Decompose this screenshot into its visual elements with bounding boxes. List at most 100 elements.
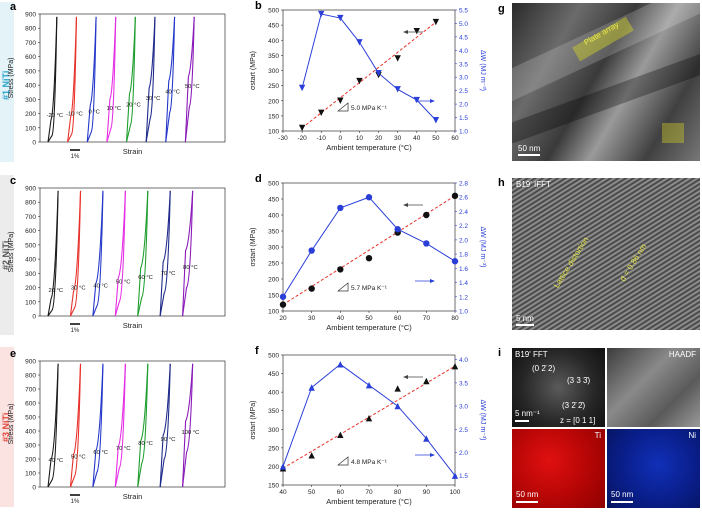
energy-point-b-6	[413, 96, 420, 104]
yr-tick-label-d-1.2: 1.2	[459, 294, 468, 301]
yr-tick-label-f-3.5: 3.5	[459, 380, 468, 387]
x-tick-label-d-40: 40	[337, 315, 345, 322]
yr-tick-label-f-2: 2.0	[459, 450, 468, 457]
fft-image: B19' FFT (0 2̄ 2) (3 3 3̄) (3 2̄ 2̄) z =…	[512, 348, 605, 427]
yl-tick-label-d-400: 400	[268, 213, 279, 220]
yl-tick-label-d-300: 300	[268, 245, 279, 252]
temp-label-c-0: 20 °C	[49, 288, 64, 294]
x-tick-label-f-100: 100	[450, 489, 461, 496]
loading-curve-c-6	[182, 190, 194, 317]
x-tick-label-f-60: 60	[337, 489, 345, 496]
y-tick-label-c-300: 300	[25, 271, 36, 278]
yr-tick-label-b-1.5: 1.5	[459, 115, 468, 122]
temp-label-a-4: 20 °C	[126, 102, 141, 108]
temp-label-c-6: 80 °C	[183, 265, 198, 271]
stress-point-f-4	[394, 385, 401, 392]
yl-tick-label-b-150: 150	[268, 113, 279, 120]
right-axis-arrowhead-b	[430, 99, 435, 103]
panel-label-a: a	[10, 1, 17, 13]
x-tick-label-d-80: 80	[451, 315, 459, 322]
d-spacing-label: d = 0.86 nm	[618, 242, 649, 283]
temp-label-e-6: 100 °C	[182, 430, 200, 436]
y-axis-label-e: Stress (MPa)	[8, 404, 15, 445]
stress-point-f-1	[308, 452, 315, 459]
loading-curve-a-6	[165, 16, 176, 143]
yl-tick-label-b-100: 100	[268, 129, 279, 136]
panel-label-f: f	[255, 345, 259, 357]
energy-point-f-6	[451, 472, 459, 479]
yr-tick-label-d-2.6: 2.6	[459, 195, 468, 202]
left-axis-arrowhead-b	[403, 30, 408, 34]
stress-point-d-1	[308, 285, 315, 292]
stress-point-b-3	[356, 77, 363, 85]
ni-scale-bar	[611, 501, 633, 503]
y-tick-label-e-0: 0	[32, 485, 36, 492]
panel-label-e: e	[10, 348, 16, 360]
energy-point-d-1	[308, 247, 315, 254]
yr-tick-label-d-2: 2.0	[459, 237, 468, 244]
energy-line-b	[301, 13, 437, 121]
energy-point-b-1	[318, 10, 325, 18]
haadf-title: HAADF	[668, 350, 696, 359]
yr-tick-label-d-2.8: 2.8	[459, 181, 468, 188]
temp-label-a-0: -20 °C	[47, 113, 64, 119]
scale-bar-h	[516, 324, 534, 326]
y-left-label-f: σstart (MPa)	[250, 401, 257, 440]
unloading-curve-c-5	[159, 190, 171, 317]
temp-label-e-2: 60 °C	[93, 450, 108, 456]
y-right-label-f: ΔW (MJ m⁻³)	[479, 399, 486, 440]
yl-tick-label-d-100: 100	[268, 309, 279, 316]
yr-tick-label-b-4: 4.0	[459, 48, 468, 55]
strain-scalebar-label-a: 1%	[71, 154, 80, 160]
energy-point-d-6	[451, 258, 459, 265]
slope-triangle-d	[337, 282, 349, 292]
loading-curve-e-4	[137, 363, 149, 488]
y-axis-label-c: Stress (MPa)	[8, 232, 15, 273]
x-tick-label-b-20: 20	[375, 135, 383, 142]
yr-tick-label-d-2.2: 2.2	[459, 223, 468, 230]
stress-point-f-2	[337, 431, 344, 439]
panel-label-d: d	[255, 173, 262, 185]
panel-label-g-outer: g	[498, 3, 505, 15]
yr-tick-label-b-5.5: 5.5	[459, 8, 468, 15]
yl-tick-label-f-500: 500	[268, 353, 279, 360]
fft-title: B19' FFT	[515, 350, 548, 359]
stress-point-f-3	[365, 414, 373, 422]
energy-point-f-1	[308, 384, 315, 391]
slope-label-d: 5.7 MPa K⁻¹	[351, 285, 388, 292]
yl-tick-label-d-450: 450	[268, 197, 279, 204]
y-tick-label-c-900: 900	[25, 186, 36, 193]
left-axis-arrowhead-f	[403, 375, 408, 379]
temp-label-e-3: 70 °C	[116, 446, 131, 452]
y-tick-label-e-100: 100	[25, 471, 36, 478]
unloading-curve-c-3	[114, 190, 126, 317]
y-tick-label-a-600: 600	[25, 54, 36, 61]
right-axis-arrowhead-d	[430, 279, 435, 283]
x-tick-label-d-20: 20	[279, 315, 287, 322]
unloading-curve-e-4	[137, 363, 149, 488]
stress-point-d-5	[423, 211, 430, 219]
y-right-label-b: ΔW (MJ m⁻³)	[479, 50, 486, 91]
fft-spot-2: (3 3 3̄)	[567, 376, 591, 385]
ifft-title: B19' IFFT	[516, 180, 551, 189]
unloading-curve-c-4	[137, 190, 149, 317]
scale-text-g: 50 nm	[518, 144, 541, 153]
y-tick-label-c-800: 800	[25, 200, 36, 207]
yl-tick-label-b-400: 400	[268, 38, 279, 45]
temp-label-c-1: 30 °C	[71, 286, 86, 292]
y-tick-label-c-0: 0	[32, 314, 36, 321]
y-tick-label-e-400: 400	[25, 429, 36, 436]
energy-point-b-0	[298, 84, 306, 92]
yl-tick-label-b-200: 200	[268, 98, 279, 105]
stress-point-b-2	[337, 97, 344, 104]
x-tick-label-d-30: 30	[308, 315, 316, 322]
yr-tick-label-d-1.8: 1.8	[459, 252, 468, 259]
yl-tick-label-d-150: 150	[268, 293, 279, 300]
temp-label-e-1: 50 °C	[71, 454, 86, 460]
yl-tick-label-b-500: 500	[268, 8, 279, 15]
yl-tick-label-b-250: 250	[268, 83, 279, 90]
y-tick-label-a-400: 400	[25, 83, 36, 90]
temp-label-a-2: 0 °C	[88, 110, 99, 116]
x-tick-label-f-80: 80	[394, 489, 402, 496]
